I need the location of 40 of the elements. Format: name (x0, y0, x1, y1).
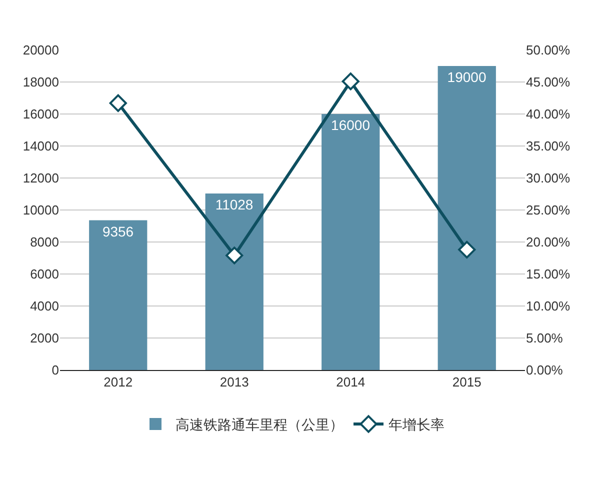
y-tick-label: 20000 (22, 42, 59, 58)
y-tick-label: 0 (52, 362, 59, 378)
data-label: 16000 (331, 117, 370, 133)
x-tick-label: 2015 (452, 374, 482, 390)
y2-tick-label: 10.00% (526, 298, 571, 314)
y2-tick-label: 30.00% (526, 170, 571, 186)
y2-tick-label: 5.00% (526, 330, 564, 346)
bar (89, 220, 148, 370)
y-tick-label: 10000 (22, 202, 59, 218)
legend-label: 高速铁路通车里程（公里） (176, 416, 344, 432)
x-tick-label: 2014 (336, 374, 366, 390)
y2-tick-label: 35.00% (526, 138, 571, 154)
legend-label: 年增长率 (388, 416, 444, 432)
point (342, 72, 360, 90)
y-tick-label: 4000 (30, 298, 59, 314)
y-tick-label: 8000 (30, 234, 59, 250)
bar (438, 66, 496, 370)
y-tick-label: 16000 (22, 106, 59, 122)
y2-tick-label: 20.00% (526, 234, 571, 250)
data-label: 11028 (215, 196, 254, 213)
data-label: 19000 (447, 69, 486, 85)
point (109, 94, 127, 112)
y2-tick-label: 0.00% (526, 362, 564, 378)
y2-tick-label: 40.00% (526, 106, 571, 122)
y2-tick-label: 25.00% (526, 202, 571, 218)
bar (205, 194, 264, 370)
point (226, 246, 244, 264)
bar (322, 114, 380, 370)
y2-tick-label: 50.00% (526, 42, 571, 58)
y-tick-label: 6000 (30, 266, 59, 282)
y-tick-label: 2000 (30, 330, 59, 346)
y2-tick-label: 45.00% (526, 74, 571, 90)
x-tick-label: 2013 (220, 374, 249, 390)
y-tick-label: 14000 (22, 138, 59, 154)
x-tick-label: 2012 (104, 374, 133, 390)
point (458, 240, 476, 258)
y-tick-label: 12000 (22, 170, 59, 186)
y2-tick-label: 15.00% (526, 266, 571, 282)
y-tick-label: 18000 (22, 74, 59, 90)
data-label: 9356 (102, 223, 134, 240)
